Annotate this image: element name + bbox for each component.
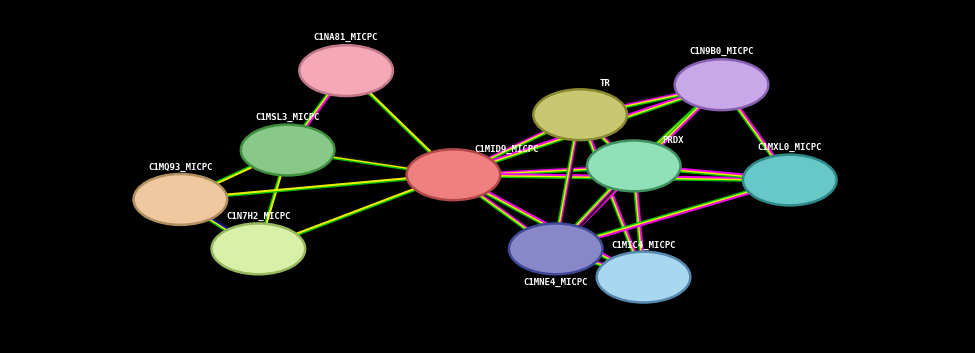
Ellipse shape [241,125,334,175]
Ellipse shape [509,223,603,274]
Ellipse shape [597,252,690,303]
Text: C1N9B0_MICPC: C1N9B0_MICPC [689,47,754,56]
Ellipse shape [134,174,227,225]
Ellipse shape [587,140,681,191]
Text: C1NA81_MICPC: C1NA81_MICPC [314,32,378,42]
Ellipse shape [533,89,627,140]
Text: TR: TR [599,79,610,88]
Text: C1N7H2_MICPC: C1N7H2_MICPC [226,212,291,221]
Text: C1MSL3_MICPC: C1MSL3_MICPC [255,113,320,122]
Ellipse shape [675,59,768,110]
Text: PRDX: PRDX [662,136,683,145]
Ellipse shape [212,223,305,274]
Text: C1MXL0_MICPC: C1MXL0_MICPC [758,143,822,152]
Ellipse shape [407,149,500,200]
Text: C1MID9_MICPC: C1MID9_MICPC [475,144,539,154]
Text: C1MIC4_MICPC: C1MIC4_MICPC [611,240,676,250]
Text: C1MNE4_MICPC: C1MNE4_MICPC [524,278,588,287]
Text: C1MQ93_MICPC: C1MQ93_MICPC [148,163,213,172]
Ellipse shape [743,155,837,205]
Ellipse shape [299,45,393,96]
